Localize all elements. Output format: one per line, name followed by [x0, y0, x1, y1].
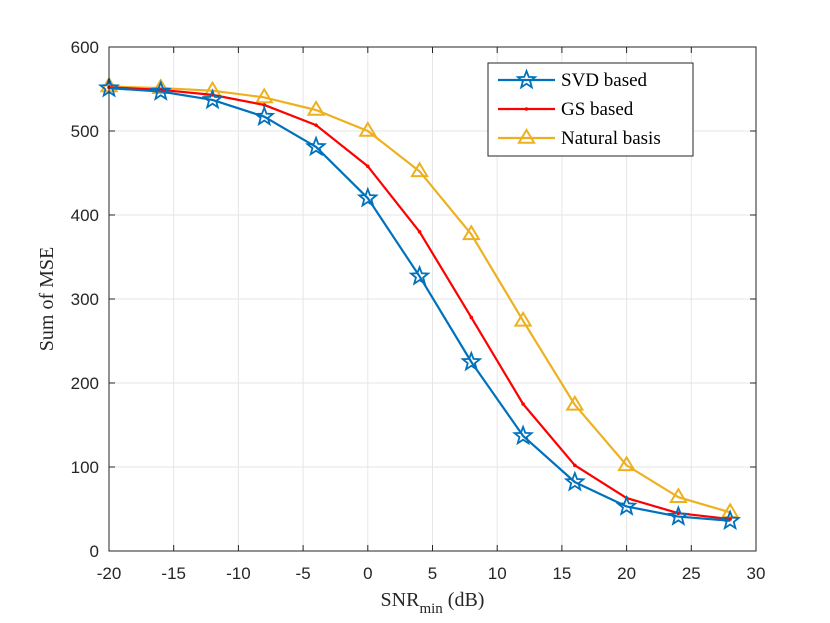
y-tick-label: 200 — [71, 374, 99, 393]
x-axis-label-main: SNR — [381, 589, 421, 611]
x-tick-label: -5 — [296, 564, 311, 583]
triangle-marker — [617, 455, 636, 472]
x-tick-label: 0 — [363, 564, 372, 583]
star-marker — [356, 186, 379, 208]
point-marker — [573, 463, 577, 468]
x-tick-label: 5 — [428, 564, 437, 583]
point-marker — [366, 164, 370, 169]
point-marker — [469, 315, 474, 320]
x-axis-label: SNRmin (dB) — [381, 589, 485, 617]
y-tick-label: 600 — [71, 38, 99, 57]
star-marker — [460, 350, 483, 372]
triangle-marker — [669, 487, 688, 504]
legend-item: GS based — [498, 99, 634, 120]
x-axis-label-unit: (dB) — [443, 589, 485, 611]
triangle-marker — [151, 78, 171, 94]
triangle-marker — [513, 310, 533, 327]
y-tick-label: 300 — [71, 290, 99, 309]
series-layer — [98, 76, 742, 531]
star-marker — [563, 470, 586, 492]
triangle-marker — [306, 100, 326, 116]
y-tick-label: 400 — [71, 206, 99, 225]
triangle-marker — [410, 161, 429, 178]
triangle-marker — [517, 128, 536, 144]
star-marker — [615, 494, 638, 516]
y-tick-label: 100 — [71, 458, 99, 477]
x-tick-label: 20 — [617, 564, 636, 583]
y-axis-label: Sum of MSE — [36, 247, 58, 351]
series-line — [108, 87, 731, 522]
point-marker — [524, 107, 529, 111]
star-marker — [149, 79, 172, 101]
triangle-marker — [461, 224, 481, 241]
y-tick-label: 0 — [90, 542, 99, 561]
x-tick-label: -10 — [226, 564, 251, 583]
star-marker — [667, 505, 690, 526]
triangle-marker — [720, 502, 740, 519]
point-marker — [314, 123, 318, 127]
point-marker — [262, 103, 267, 107]
star-marker — [512, 424, 535, 446]
star-marker — [515, 68, 538, 90]
legend: SVD based GS based Natural basis — [487, 62, 694, 157]
star-marker — [719, 509, 742, 531]
x-tick-label: 10 — [488, 564, 507, 583]
star-marker — [408, 264, 431, 286]
x-tick-label: 15 — [552, 564, 571, 583]
ticks: -20 -15 -10 -5 0 5 10 15 20 25 3001002003004005006… — [71, 38, 766, 583]
star-marker — [305, 135, 328, 157]
triangle-marker — [358, 121, 378, 137]
legend-label: Natural basis — [561, 128, 661, 149]
x-tick-label: -20 — [97, 564, 122, 583]
legend-label: SVD based — [561, 70, 648, 91]
x-axis-label-subscript: min — [419, 601, 443, 617]
x-tick-label: 25 — [682, 564, 701, 583]
legend-item: SVD based — [498, 68, 648, 91]
triangle-marker — [565, 394, 585, 411]
star-marker — [253, 105, 276, 127]
star-marker — [201, 88, 224, 110]
x-tick-label: -15 — [161, 564, 186, 583]
triangle-marker — [254, 87, 274, 104]
legend-label: GS based — [561, 99, 634, 120]
point-marker — [521, 402, 525, 406]
x-tick-label: 30 — [747, 564, 766, 583]
y-tick-label: 500 — [71, 122, 99, 141]
legend-item: Natural basis — [498, 128, 661, 149]
point-marker — [417, 230, 422, 234]
